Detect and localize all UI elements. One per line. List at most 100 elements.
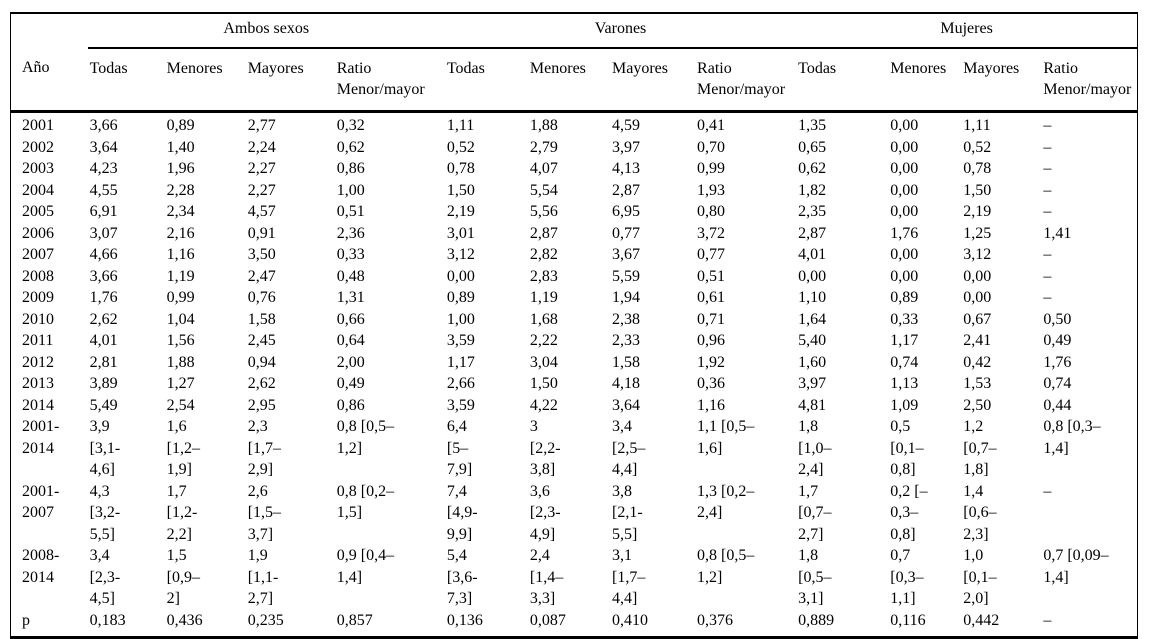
value-cell: 0,89	[446, 289, 475, 306]
value-cell: 2,38	[611, 310, 640, 328]
value-cell: 3,97	[611, 138, 640, 156]
value-cell: 3,07	[89, 224, 118, 242]
value-cell: 0,74	[890, 353, 919, 371]
value-cell: 0,65	[798, 138, 827, 156]
value-cell: 2,47	[247, 267, 276, 285]
value-cell: 0,76	[247, 289, 276, 306]
value-cell: 5,59	[611, 267, 640, 285]
value-cell: 0,8 [0,3– 1,4]	[1043, 418, 1101, 457]
value-cell: 2,62	[247, 375, 276, 392]
value-cell: 1,09	[890, 396, 919, 414]
value-cell: 3,64	[89, 138, 118, 156]
value-cell: 1,8 [1,0– 2,4]	[798, 418, 832, 478]
value-cell: 6,95	[611, 203, 640, 220]
value-cell: 1,16	[166, 246, 195, 263]
year-cell: 2001- 2007	[22, 482, 60, 522]
value-cell: 1,92	[697, 353, 726, 371]
value-cell: 1,76	[89, 289, 118, 306]
value-cell: 0,136	[446, 611, 483, 629]
value-cell: 0,00	[890, 138, 919, 156]
table-row: 2013 3,89 1,27 2,62 0,49 2,66 1,50 4,18 0,36 3,9…	[11, 373, 1138, 395]
value-cell: –	[1043, 160, 1052, 177]
value-cell: 1,19	[166, 267, 195, 285]
table-row: 2007 4,66 1,16 3,50 0,33 3,12 2,82 3,67 0,77 4,0…	[11, 244, 1138, 266]
value-cell: 1,76	[1043, 353, 1072, 371]
value-cell: 3 [2,2- 3,8]	[529, 418, 561, 478]
value-cell: 0,49	[336, 375, 365, 392]
value-cell: 0,91	[247, 224, 276, 242]
column-header-row: Año Todas Menores Mayores Ratio Menor/ma…	[10, 48, 1138, 113]
value-cell: 0,235	[247, 611, 284, 629]
value-cell: 0,00	[890, 246, 919, 263]
value-cell: 2,33	[611, 332, 640, 349]
value-cell: 1,40	[166, 138, 195, 156]
value-cell: 0,32	[336, 117, 365, 134]
value-cell: 1,41	[1043, 224, 1072, 242]
value-cell: 2,66	[446, 375, 475, 392]
value-cell: 0,00	[798, 267, 827, 285]
value-cell: 0,410	[611, 611, 648, 629]
value-cell: 0,50	[1043, 310, 1072, 328]
value-cell: 0,51	[697, 267, 726, 285]
value-cell: 0,436	[166, 611, 203, 629]
value-cell: 3,64	[611, 396, 640, 414]
table-row: p 0,183 0,436 0,235 0,857 0,136 0,087 0,410 0,3…	[11, 610, 1138, 638]
table-header: Ambos sexos Varones Mujeres Año Todas Me…	[10, 13, 1138, 113]
value-cell: 1,7 [1,2- 2,2]	[166, 482, 198, 543]
group-header-mujeres: Mujeres	[796, 13, 1138, 49]
value-cell: 0,116	[890, 611, 926, 629]
value-cell: 0,66	[336, 310, 365, 328]
value-cell: 1,50	[529, 375, 558, 392]
col-header-todas-ambos: Todas	[87, 48, 165, 113]
value-cell: 3,59	[446, 332, 475, 349]
value-cell: 0,33	[890, 310, 919, 328]
value-cell: 0,9 [0,4– 1,4]	[336, 547, 395, 586]
value-cell: 0,61	[697, 289, 726, 306]
value-cell: 0,52	[963, 138, 992, 156]
value-cell: 3,4 [2,5– 4,4]	[611, 418, 646, 478]
value-cell: –	[1043, 203, 1052, 220]
year-cell: 2002	[22, 138, 54, 156]
year-cell: 2004	[22, 181, 54, 199]
value-cell: –	[1043, 611, 1052, 629]
value-cell: –	[1043, 117, 1052, 134]
value-cell: 0,442	[963, 611, 1000, 629]
value-cell: 1,82	[798, 181, 827, 199]
value-cell: 1,88	[166, 353, 195, 371]
year-cell: 2001	[22, 117, 54, 134]
value-cell: 4,22	[529, 396, 558, 414]
value-cell: 1,04	[166, 310, 195, 328]
year-cell: 2009	[22, 289, 54, 306]
value-cell: 2,45	[247, 332, 276, 349]
value-cell: 4,57	[247, 203, 276, 220]
value-cell: 1,53	[963, 375, 992, 392]
col-header-menores-ambos: Menores	[164, 48, 246, 113]
value-cell: 0,8 [0,5– 1,2]	[697, 547, 755, 586]
value-cell: 0,86	[336, 160, 365, 177]
value-cell: 2,87	[798, 224, 827, 242]
value-cell: 1,76	[890, 224, 919, 242]
value-cell: 0,00	[890, 267, 919, 285]
col-header-menores-varones: Menores	[527, 48, 610, 113]
table-row: 2008- 2014 3,4 [2,3- 4,5] 1,5 [0,9– 2] 1,9…	[11, 545, 1138, 610]
table-row: 2011 4,01 1,56 2,45 0,64 3,59 2,22 2,33 0,96 5,4…	[11, 330, 1138, 352]
value-cell: 2,4 [1,4– 3,3]	[529, 547, 564, 607]
col-header-ratio-varones: Ratio Menor/mayor	[695, 48, 797, 113]
value-cell: 2,82	[529, 246, 558, 263]
value-cell: 1,13	[890, 375, 919, 392]
value-cell: 0,64	[336, 332, 365, 349]
value-cell: 0,00	[963, 267, 992, 285]
value-cell: –	[1043, 289, 1052, 306]
table-row: 2001 3,66 0,89 2,77 0,32 1,11 1,88 4,59 0,41 1,3…	[11, 112, 1138, 137]
value-cell: 0,5 [0,1– 0,8]	[890, 418, 924, 478]
value-cell: 0,889	[798, 611, 835, 629]
value-cell: 2,3 [1,7– 2,9]	[247, 418, 282, 478]
value-cell: 0,8 [0,2– 1,5]	[336, 482, 395, 522]
value-cell: 3,72	[697, 224, 726, 242]
value-cell: 0,71	[697, 310, 726, 328]
group-header-ambos-sexos: Ambos sexos	[87, 13, 445, 49]
value-cell: 0,52	[446, 138, 475, 156]
value-cell: 1,96	[166, 160, 195, 177]
value-cell: 3,12	[446, 246, 475, 263]
